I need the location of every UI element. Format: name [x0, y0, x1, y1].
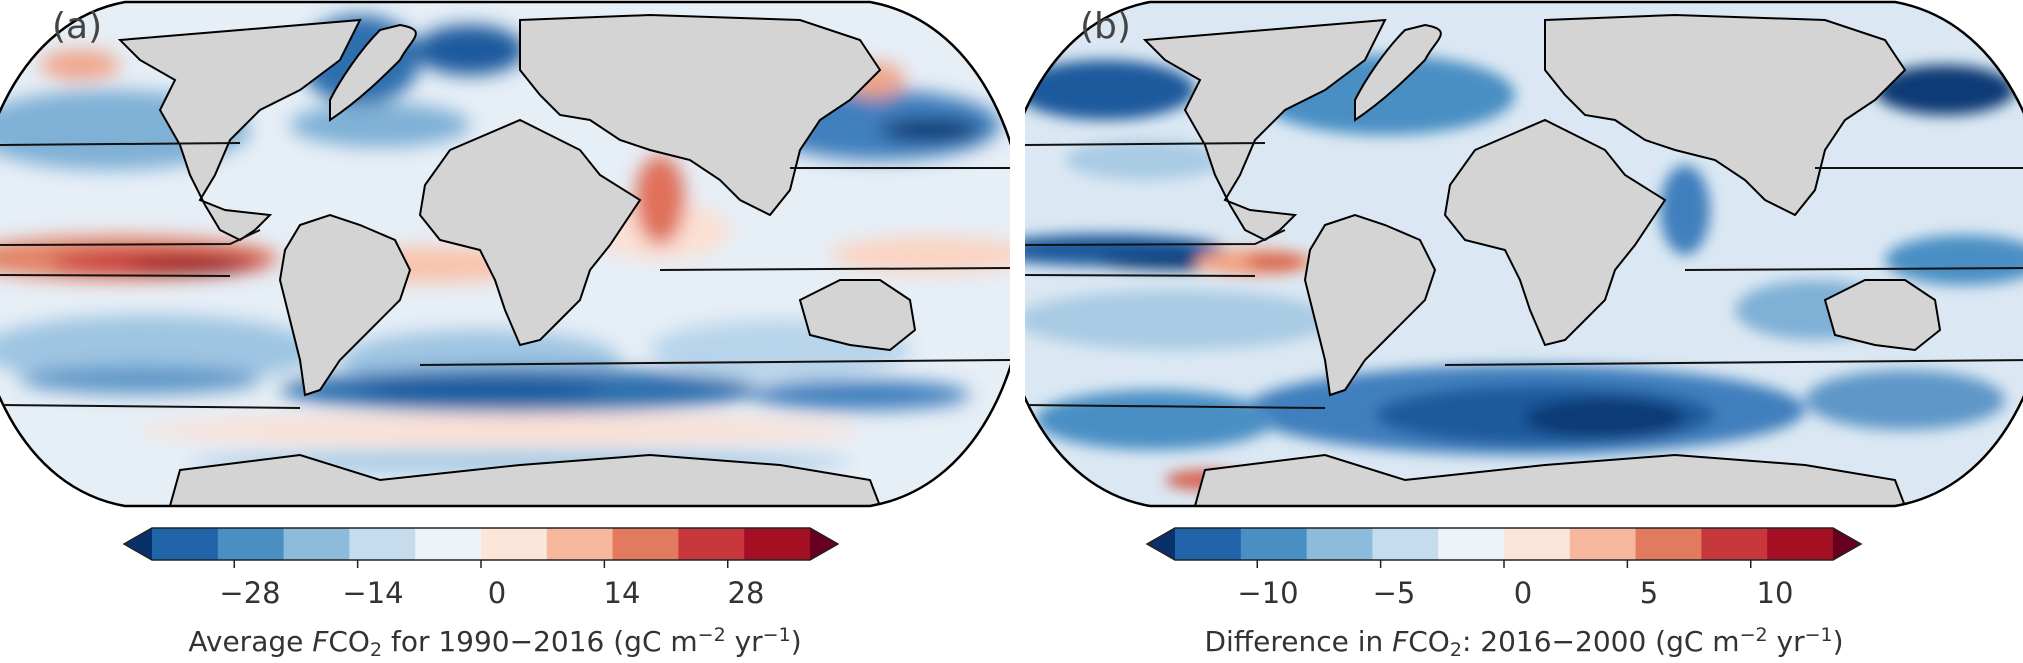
- tick-label: 5: [1639, 576, 1659, 610]
- colorbar-title-a: Average FCO2 for 1990−2016 (gC m−2 yr−1): [188, 624, 802, 661]
- tick-label: 14: [603, 576, 641, 610]
- region-boundaries-a: [0, 142, 1010, 409]
- colorbar-segment: [1372, 528, 1439, 560]
- map-frame-b: [1025, 0, 2023, 508]
- colorbar-segment: [1635, 528, 1702, 560]
- colorbar-segment: [1175, 528, 1242, 560]
- colorbar-segment: [283, 528, 350, 560]
- tick-label: 10: [1756, 576, 1794, 610]
- colorbar-segment: [1504, 528, 1571, 560]
- colorbar-extend-high: [1833, 528, 1861, 560]
- colorbar-segment: [678, 528, 745, 560]
- colorbar-extend-high: [810, 528, 838, 560]
- colorbar-a: [122, 527, 840, 568]
- colorbar-segment: [1569, 528, 1637, 560]
- colorbar-segment: [744, 528, 811, 560]
- colorbar-b: [1145, 527, 1863, 568]
- region-boundaries-b: [1025, 142, 2023, 409]
- tick-label: −14: [342, 576, 404, 610]
- colorbar-extend-low: [1147, 528, 1175, 560]
- tick-label: −5: [1372, 576, 1416, 610]
- panel-label-b: (b): [1080, 6, 1131, 47]
- tick-label: 0: [1513, 576, 1533, 610]
- panel-label-a: (a): [52, 6, 103, 47]
- continents-b: [1142, 13, 1942, 506]
- map-b: [1025, 0, 2023, 508]
- tick-label: 0: [487, 576, 507, 610]
- colorbar-outline: [1145, 527, 1863, 561]
- colorbar-segment: [612, 528, 679, 560]
- colorbar-title-b: Difference in FCO2: 2016−2000 (gC m−2 yr…: [1204, 624, 1844, 661]
- map-a: [0, 0, 1010, 508]
- map-frame-a: [0, 0, 1010, 508]
- colorbar-segment: [1767, 528, 1834, 560]
- colorbar-segment: [546, 528, 614, 560]
- colorbar-segment: [1701, 528, 1768, 560]
- tick-label: 28: [727, 576, 765, 610]
- colorbar-segment: [1306, 528, 1373, 560]
- continents-a: [117, 13, 917, 506]
- colorbar-segment: [349, 528, 416, 560]
- colorbar-segment: [415, 528, 482, 560]
- colorbar-segment: [1240, 528, 1308, 560]
- colorbar-extend-low: [124, 528, 152, 560]
- colorbar-segment: [1438, 528, 1505, 560]
- colorbar-outline: [122, 527, 840, 561]
- colorbar-segment: [481, 528, 548, 560]
- colorbar-segment: [217, 528, 285, 560]
- panel-b: (b) −10 −5 0 5 10 Difference in FCO2: 20…: [1025, 0, 2023, 663]
- tick-label: −28: [219, 576, 281, 610]
- panel-a: (a) −28 −14 0 14 28 Average FCO2 for 199…: [0, 0, 1010, 663]
- colorbar-segment: [152, 528, 219, 560]
- tick-label: −10: [1237, 576, 1299, 610]
